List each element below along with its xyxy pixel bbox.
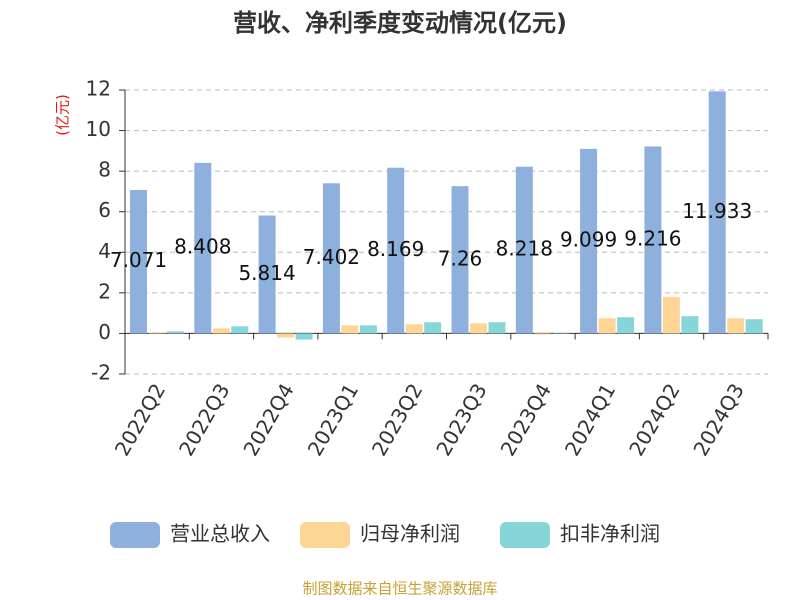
bar: [708, 91, 726, 334]
bar: [130, 189, 147, 334]
bar: [451, 186, 469, 334]
legend-label: 归母净利润: [360, 522, 460, 546]
x-tick-label: 2023Q1: [303, 379, 363, 460]
bar: [405, 324, 423, 334]
data-label: 11.933: [682, 199, 752, 223]
bar: [341, 325, 359, 334]
bar: [322, 183, 340, 334]
bar: [212, 328, 230, 334]
bar: [167, 331, 184, 334]
data-label: 9.216: [624, 226, 681, 250]
x-tick-label: 2022Q4: [238, 379, 298, 460]
chart-title: 营收、净利季度变动情况(亿元): [233, 9, 567, 37]
y-tick-label: 12: [86, 77, 111, 101]
bar: [359, 325, 377, 334]
x-tick-label: 2024Q1: [560, 379, 620, 460]
bar: [580, 148, 598, 334]
bar: [534, 333, 552, 335]
legend-swatch: [110, 522, 160, 548]
y-tick-label: 10: [86, 117, 111, 141]
data-label: 8.169: [367, 237, 424, 261]
data-label: 7.071: [110, 248, 167, 272]
data-label: 5.814: [238, 261, 295, 285]
legend-swatch: [500, 522, 550, 548]
bar: [681, 316, 699, 334]
x-tick-label: 2022Q2: [110, 379, 170, 460]
x-tick-label: 2023Q2: [367, 379, 427, 460]
bar: [258, 215, 276, 334]
bar: [470, 323, 487, 334]
bar: [194, 162, 212, 334]
legend-swatch: [300, 522, 350, 548]
x-tick-label: 2024Q3: [688, 379, 748, 460]
data-label: 8.408: [174, 235, 231, 259]
bar: [598, 318, 616, 334]
bar: [617, 317, 635, 334]
source-note: 制图数据来自恒生聚源数据库: [302, 580, 497, 598]
legend-label: 营业总收入: [170, 522, 270, 546]
bar: [515, 166, 533, 334]
y-tick-label: 2: [98, 279, 111, 303]
x-tick-label: 2023Q3: [431, 379, 491, 460]
bar: [231, 326, 249, 334]
bar: [387, 167, 405, 334]
y-axis-title: (亿元): [54, 94, 72, 136]
bar: [662, 296, 680, 334]
legend-label: 扣非净利润: [560, 522, 660, 546]
bar: [424, 322, 442, 334]
bar: [277, 333, 295, 338]
bar: [295, 333, 313, 340]
bar: [488, 322, 506, 334]
y-tick-label: -2: [91, 361, 111, 385]
bar: [644, 146, 662, 334]
y-tick-label: 8: [98, 158, 111, 182]
y-tick-label: 6: [98, 198, 111, 222]
x-tick-label: 2022Q3: [174, 379, 234, 460]
y-tick-label: 4: [98, 239, 111, 263]
bar: [727, 318, 745, 334]
y-tick-label: 0: [98, 320, 111, 344]
data-label: 8.218: [496, 237, 553, 261]
x-tick-label: 2024Q2: [624, 379, 684, 460]
bar: [745, 319, 763, 334]
x-tick-label: 2023Q4: [496, 379, 556, 460]
data-label: 9.099: [560, 228, 617, 252]
data-label: 7.402: [303, 245, 360, 269]
data-label: 7.26: [438, 246, 483, 270]
